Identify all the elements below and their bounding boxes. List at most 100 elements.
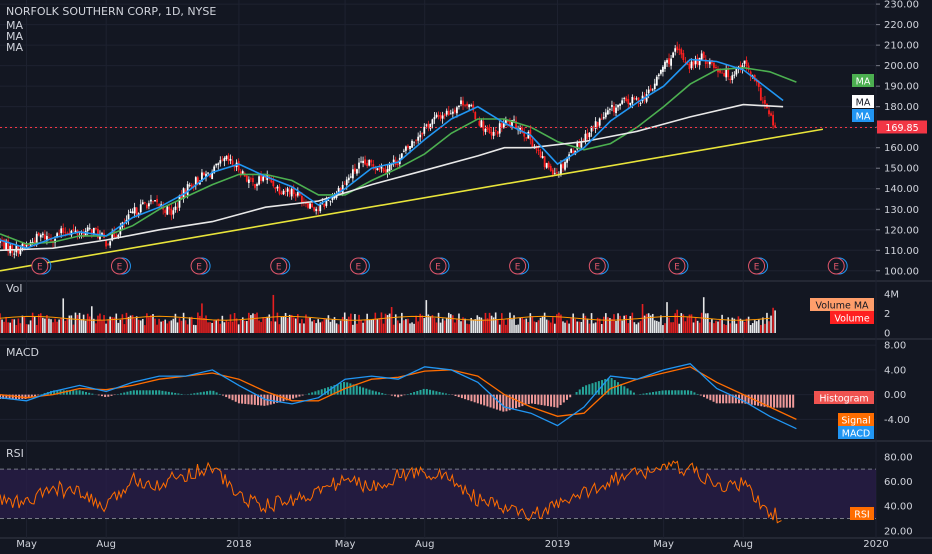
candle[interactable] [58,234,60,235]
candle[interactable] [772,115,774,126]
candle[interactable] [640,103,642,104]
candle[interactable] [480,120,482,127]
ma-label-3[interactable]: MA [6,41,23,54]
candle[interactable] [383,168,385,172]
candle[interactable] [170,209,172,215]
candle[interactable] [297,192,299,195]
candle[interactable] [344,184,346,185]
candle[interactable] [452,112,454,114]
candle[interactable] [760,88,762,100]
candle[interactable] [746,60,748,66]
candle[interactable] [432,119,434,124]
candle[interactable] [715,67,717,68]
candle[interactable] [660,70,662,74]
candle[interactable] [650,89,652,91]
candle[interactable] [713,63,715,68]
candle[interactable] [448,111,450,115]
candle[interactable] [279,187,281,194]
candle[interactable] [450,114,452,115]
candle[interactable] [226,156,228,159]
candle[interactable] [662,67,664,72]
candle[interactable] [148,203,150,206]
candle[interactable] [550,166,552,171]
candle[interactable] [648,90,650,94]
candle[interactable] [152,201,154,202]
candle[interactable] [703,52,705,58]
candle[interactable] [444,114,446,116]
candle[interactable] [462,101,464,106]
candle[interactable] [615,108,617,113]
candle[interactable] [258,176,260,184]
candle[interactable] [468,104,470,107]
candle[interactable] [540,151,542,157]
candle[interactable] [277,187,279,189]
candle[interactable] [587,133,589,139]
candle[interactable] [376,168,378,170]
volume-pane-title[interactable]: Vol [6,282,22,295]
candle[interactable] [238,161,240,170]
candle[interactable] [652,89,654,90]
candle[interactable] [166,206,168,214]
candle[interactable] [744,61,746,64]
candle[interactable] [697,58,699,65]
candle[interactable] [283,191,285,195]
candle[interactable] [354,168,356,171]
candle[interactable] [762,102,764,103]
candle[interactable] [274,187,276,189]
candle[interactable] [570,149,572,153]
candle[interactable] [454,110,456,113]
candle[interactable] [256,184,258,186]
candle[interactable] [442,116,444,119]
candle[interactable] [466,104,468,106]
candle[interactable] [664,62,666,69]
candle[interactable] [217,163,219,165]
candle[interactable] [735,68,737,74]
candle[interactable] [419,135,421,138]
candle[interactable] [93,228,95,234]
candle[interactable] [311,204,313,207]
candle[interactable] [13,254,15,255]
candle[interactable] [470,105,472,106]
candle[interactable] [548,163,550,168]
candle[interactable] [356,169,358,173]
candle[interactable] [676,47,678,51]
candle[interactable] [260,175,262,181]
candle[interactable] [589,133,591,137]
candle[interactable] [603,117,605,119]
candle[interactable] [150,200,152,202]
candle[interactable] [154,200,156,201]
candle[interactable] [593,126,595,127]
candle[interactable] [221,159,223,160]
candle[interactable] [164,210,166,213]
candle[interactable] [246,176,248,182]
candle[interactable] [495,130,497,131]
candle[interactable] [73,229,75,230]
candle[interactable] [403,151,405,152]
candle[interactable] [542,156,544,158]
candle[interactable] [156,199,158,202]
candle[interactable] [291,189,293,197]
candle[interactable] [64,232,66,233]
candle[interactable] [582,140,584,141]
candle[interactable] [262,177,264,181]
candle[interactable] [684,62,686,63]
candle[interactable] [407,146,409,148]
candle[interactable] [250,179,252,180]
candle[interactable] [725,69,727,78]
candle[interactable] [362,161,364,163]
candle[interactable] [497,131,499,134]
candle[interactable] [489,128,491,133]
candle[interactable] [729,79,731,80]
candle[interactable] [491,132,493,135]
candle[interactable] [360,161,362,162]
candle[interactable] [483,121,485,130]
candle[interactable] [132,211,134,213]
candle[interactable] [95,228,97,229]
candle[interactable] [219,160,221,163]
candle[interactable] [105,240,107,246]
candle[interactable] [252,178,254,182]
candle[interactable] [370,160,372,162]
candle[interactable] [607,110,609,114]
candle[interactable] [203,173,205,176]
